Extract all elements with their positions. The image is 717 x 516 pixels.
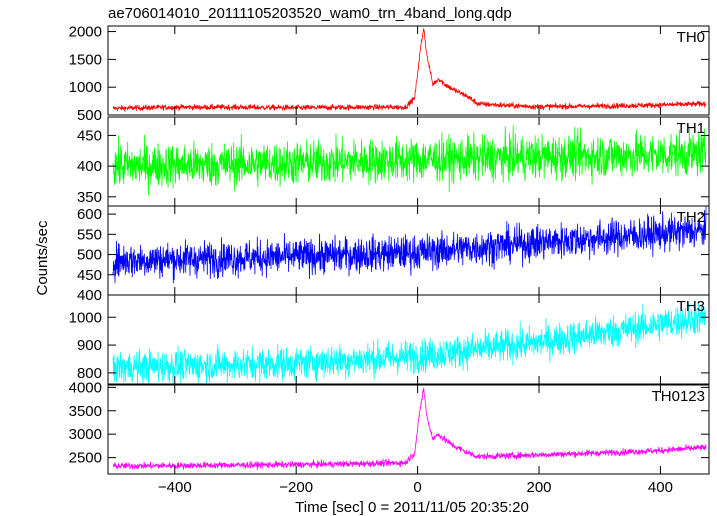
- series-line-th0123: [112, 387, 707, 471]
- series-label-th0123: TH0123: [652, 388, 705, 405]
- series-label-th2: TH2: [677, 209, 705, 226]
- y-tick-label: 2000: [69, 24, 102, 41]
- y-tick-label: 1000: [69, 309, 102, 326]
- panel-th0123: 2500 3000 3500 4000 TH0123: [69, 379, 710, 475]
- y-tick-label: 4000: [69, 379, 102, 396]
- panel-th3: 800 900 1000 TH3: [69, 294, 710, 385]
- panel-th0: 500 1000 1500 2000 TH0: [69, 24, 710, 124]
- y-tick-label: 450: [77, 127, 102, 144]
- y-tick-label: 400: [77, 158, 102, 175]
- y-tick-label: 2500: [69, 450, 102, 467]
- chart-title: ae706014010_20111105203520_wam0_trn_4ban…: [108, 5, 512, 22]
- panel-th2: 400 450 500 550 600 TH2: [77, 205, 710, 304]
- x-axis-label: Time [sec] 0 = 2011/11/05 20:35:20: [295, 499, 529, 516]
- y-tick-label: 1500: [69, 51, 102, 68]
- y-tick-label: 1000: [69, 79, 102, 96]
- x-tick-label: −400: [158, 479, 192, 496]
- y-axis-label: Counts/sec: [34, 220, 51, 296]
- y-tick-label: 500: [77, 107, 102, 124]
- series-line-th1: [112, 125, 707, 196]
- y-tick-label: 350: [77, 189, 102, 206]
- panel-frame: [107, 384, 710, 475]
- y-tick-label: 3000: [69, 426, 102, 443]
- panel-frame: [107, 25, 710, 116]
- panel-th1: 350 400 450 TH1: [77, 116, 710, 207]
- y-tick-label: 550: [77, 226, 102, 243]
- y-tick-label: 500: [77, 247, 102, 264]
- x-tick-label: 0: [413, 479, 421, 496]
- series-line-th0: [112, 28, 707, 112]
- x-tick-label: 200: [527, 479, 552, 496]
- series-label-th0: TH0: [677, 29, 705, 46]
- y-tick-label: 450: [77, 267, 102, 284]
- panel-frame: [107, 294, 710, 385]
- series-label-th1: TH1: [677, 120, 705, 137]
- series-label-th3: TH3: [677, 298, 705, 315]
- y-tick-label: 600: [77, 206, 102, 223]
- y-tick-label: 900: [77, 337, 102, 354]
- series-line-th2: [112, 206, 707, 284]
- x-tick-label: 400: [648, 479, 673, 496]
- y-tick-label: 800: [77, 365, 102, 382]
- y-tick-label: 3500: [69, 403, 102, 420]
- y-tick-label: 400: [77, 287, 102, 304]
- series-line-th3: [112, 303, 707, 384]
- x-tick-label: −200: [279, 479, 313, 496]
